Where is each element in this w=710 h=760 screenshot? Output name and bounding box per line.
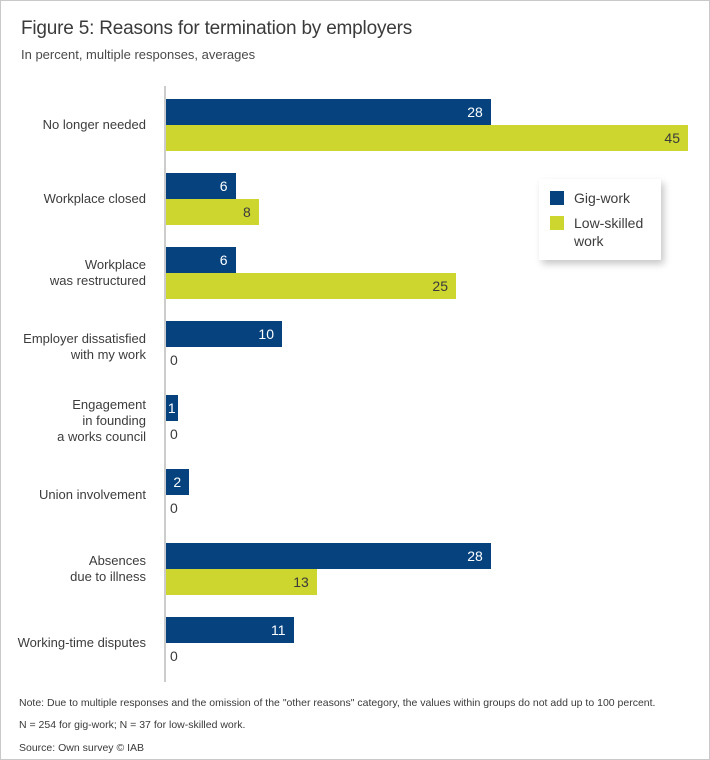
value-label: 28 — [467, 104, 483, 120]
value-label: 0 — [170, 500, 178, 516]
bar-stack: 6 25 — [166, 247, 709, 299]
value-label: 13 — [293, 574, 309, 590]
bar: 2 — [166, 469, 190, 495]
bar: 8 — [166, 199, 259, 225]
figure-header: Figure 5: Reasons for termination by emp… — [21, 18, 689, 62]
bar: 45 — [166, 125, 688, 151]
bar-row: 28 — [166, 543, 709, 569]
value-label: 0 — [170, 648, 178, 664]
value-label: 11 — [271, 622, 286, 638]
bar-row: 1 — [166, 395, 709, 421]
bar-group: Workplace closed 6 8 — [1, 173, 709, 225]
chart-legend: Gig-work Low-skilled work — [539, 179, 661, 260]
figure-footer: Note: Due to multiple responses and the … — [19, 697, 699, 755]
bar: 28 — [166, 99, 491, 125]
bar-row: 25 — [166, 273, 709, 299]
bar-row: 13 — [166, 569, 709, 595]
value-label: 0 — [170, 352, 178, 368]
figure-title: Figure 5: Reasons for termination by emp… — [21, 18, 413, 39]
bar: 11 — [166, 617, 294, 643]
bar-group: No longer needed 28 45 — [1, 99, 709, 151]
bar-stack: 28 13 — [166, 543, 709, 595]
bar-row: 0 — [166, 495, 709, 521]
legend-item-label: Gig-work — [574, 190, 631, 206]
bar-group: Workplace was restructured 6 25 — [1, 247, 709, 299]
bar-row: 0 — [166, 347, 709, 373]
figure-subtitle: In percent, multiple responses, averages — [21, 47, 256, 62]
bar-stack: 10 0 — [166, 321, 709, 373]
bar: 13 — [166, 569, 317, 595]
plot-area: No longer needed 28 45 Workplace closed 6 8 Wo… — [1, 86, 709, 682]
value-label: 1 — [167, 400, 176, 416]
bar-group: Engagement in founding a works council 1 0 — [1, 395, 709, 447]
bar: 6 — [166, 247, 236, 273]
bar-row: 2 — [166, 469, 709, 495]
bar: 25 — [166, 273, 456, 299]
bar-group: Absences due to illness 28 13 — [1, 543, 709, 595]
category-label: Workplace was restructured — [49, 256, 146, 288]
y-axis-line — [164, 86, 166, 682]
bar-group: Employer dissatisfied with my work 10 0 — [1, 321, 709, 373]
bar-row: 6 — [166, 173, 709, 199]
value-label: 2 — [173, 474, 182, 490]
bar-stack: 11 0 — [166, 617, 709, 669]
bar-group: Working-time disputes 11 0 — [1, 617, 709, 669]
category-label: Union involvement — [39, 486, 146, 502]
category-label: Workplace closed — [43, 190, 146, 206]
legend-item: Gig-work — [550, 189, 649, 207]
value-label: 8 — [243, 204, 251, 220]
bar: 28 — [166, 543, 491, 569]
value-label: 10 — [258, 326, 274, 342]
legend-swatch — [550, 216, 564, 231]
category-label: Working-time disputes — [17, 634, 146, 650]
value-label: 28 — [467, 548, 483, 564]
bar-row: 11 — [166, 617, 709, 643]
legend-item: Low-skilled work — [550, 214, 649, 250]
bar-stack: 28 45 — [166, 99, 709, 151]
legend-item-label: Low-skilled work — [574, 215, 644, 250]
category-label: Engagement in founding a works council — [57, 396, 146, 445]
bar-row: 0 — [166, 421, 709, 447]
bar: 1 — [166, 395, 178, 421]
value-label: 6 — [219, 252, 228, 268]
category-label: No longer needed — [42, 116, 146, 132]
value-label: 25 — [432, 278, 448, 294]
bar-row: 6 — [166, 247, 709, 273]
value-label: 6 — [219, 178, 228, 194]
note-text: Note: Due to multiple responses and the … — [19, 697, 656, 709]
category-label: Employer dissatisfied with my work — [23, 330, 146, 362]
source-text: Source: Own survey © IAB — [19, 742, 145, 755]
bar: 6 — [166, 173, 236, 199]
value-label: 45 — [664, 130, 680, 146]
category-label: Absences due to illness — [70, 552, 146, 584]
bar-row: 8 — [166, 199, 709, 225]
bar-row: 28 — [166, 99, 709, 125]
bar-row: 0 — [166, 643, 709, 669]
sample-size-text: N = 254 for gig-work; N = 37 for low-ski… — [19, 718, 246, 731]
bar-row: 45 — [166, 125, 709, 151]
legend-swatch — [550, 191, 564, 205]
bar-group: Union involvement 2 0 — [1, 469, 709, 521]
value-label: 0 — [170, 426, 178, 442]
bar: 10 — [166, 321, 282, 347]
bar-row: 10 — [166, 321, 709, 347]
